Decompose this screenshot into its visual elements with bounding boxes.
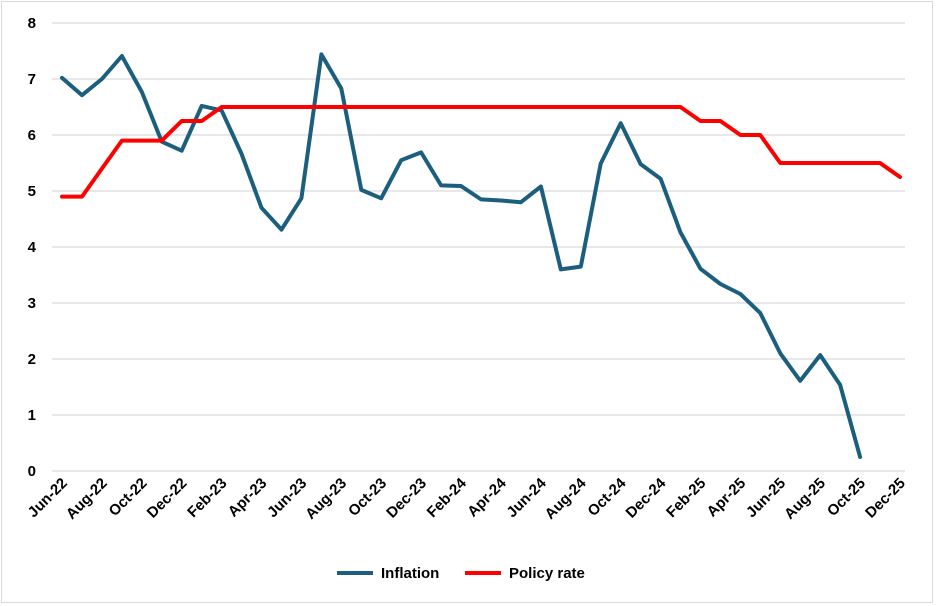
legend-label: Policy rate bbox=[509, 565, 585, 582]
legend: Inflation Policy rate bbox=[337, 565, 585, 582]
y-tick-label: 7 bbox=[28, 71, 36, 88]
x-tick-label: Aug-22 bbox=[63, 475, 111, 523]
y-tick-label: 2 bbox=[28, 351, 36, 368]
x-tick-label: Jun-22 bbox=[25, 475, 71, 521]
x-tick-label: Oct-23 bbox=[345, 475, 390, 520]
x-tick-label: Aug-23 bbox=[302, 475, 350, 523]
x-tick-label: Dec-23 bbox=[383, 475, 430, 522]
x-tick-label: Dec-24 bbox=[623, 474, 670, 521]
x-tick-label: Feb-23 bbox=[184, 475, 230, 521]
x-tick-label: Apr-24 bbox=[464, 474, 510, 520]
x-tick-label: Apr-23 bbox=[225, 475, 271, 521]
y-tick-label: 4 bbox=[28, 239, 37, 256]
gridlines bbox=[52, 22, 905, 472]
x-tick-label: Feb-24 bbox=[424, 474, 471, 521]
y-tick-label: 8 bbox=[28, 15, 36, 32]
y-tick-label: 5 bbox=[28, 183, 36, 200]
x-axis-ticks: Jun-22Aug-22Oct-22Dec-22Feb-23Apr-23Jun-… bbox=[25, 474, 909, 522]
y-tick-label: 1 bbox=[28, 407, 36, 424]
x-tick-label: Oct-22 bbox=[106, 475, 151, 520]
y-tick-label: 6 bbox=[28, 127, 36, 144]
x-tick-label: Oct-24 bbox=[584, 474, 629, 519]
x-tick-label: Aug-25 bbox=[781, 475, 829, 523]
series-line-inflation bbox=[60, 52, 863, 459]
x-tick-label: Apr-25 bbox=[704, 475, 750, 521]
y-tick-label: 0 bbox=[28, 463, 36, 480]
x-tick-label: Aug-24 bbox=[542, 474, 590, 522]
series-line-policy-rate bbox=[60, 105, 902, 199]
y-axis-ticks: 0 1 2 3 4 5 6 7 8 bbox=[28, 15, 37, 480]
x-tick-label: Dec-22 bbox=[144, 475, 191, 522]
series-lines bbox=[60, 52, 902, 459]
x-tick-label: Jun-23 bbox=[264, 475, 310, 521]
y-tick-label: 3 bbox=[28, 295, 36, 312]
x-tick-label: Oct-25 bbox=[824, 475, 869, 520]
x-tick-label: Jun-24 bbox=[503, 474, 550, 521]
x-tick-label: Feb-25 bbox=[663, 475, 709, 521]
x-tick-label: Dec-25 bbox=[862, 475, 909, 522]
x-tick-label: Jun-25 bbox=[743, 475, 789, 521]
legend-label: Inflation bbox=[381, 565, 439, 582]
